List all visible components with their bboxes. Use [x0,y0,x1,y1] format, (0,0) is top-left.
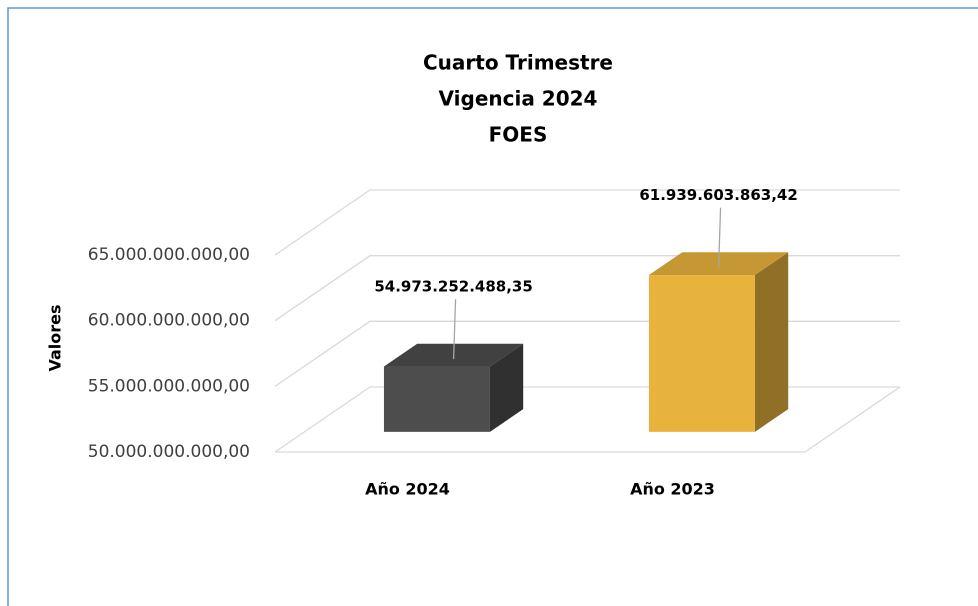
y-tick-label: 65.000.000.000,00 [88,245,250,265]
x-tick-label: Año 2023 [630,480,715,499]
grid-line [274,189,900,256]
chart-title: Cuarto Trimestre [423,51,613,75]
floor-edge [275,386,901,453]
bar [383,366,490,432]
chart-title: Vigencia 2024 [439,87,598,111]
chart-title: FOES [489,123,548,147]
chart-frame [7,7,978,606]
leader-line [717,207,722,268]
y-axis-label: Valores [46,304,65,371]
bar-side [754,252,789,432]
data-label: 61.939.603.863,42 [639,186,797,204]
leader-line [452,299,457,360]
data-label: 54.973.252.488,35 [374,278,532,296]
y-tick-label: 60.000.000.000,00 [88,311,250,331]
y-tick-label: 55.000.000.000,00 [88,376,250,396]
bar-side [489,343,524,432]
x-tick-label: Año 2024 [365,480,450,499]
bar [648,275,755,432]
y-tick-label: 50.000.000.000,00 [88,442,250,462]
